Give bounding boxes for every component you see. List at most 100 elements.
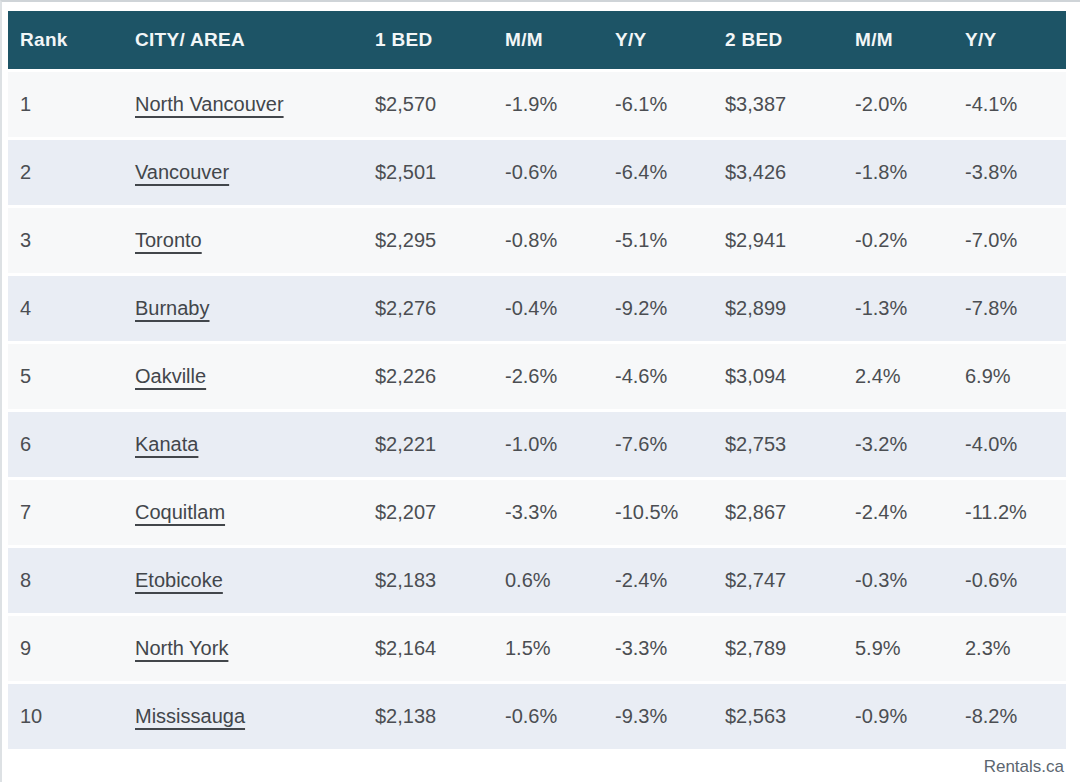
city-link[interactable]: Vancouver (135, 161, 229, 183)
table-row: 10Mississauga$2,138-0.6%-9.3%$2,563-0.9%… (8, 684, 1066, 749)
city-cell: Vancouver (123, 140, 363, 205)
mm-1bed-cell: 1.5% (493, 616, 603, 681)
mm-2bed-cell: -1.3% (843, 276, 953, 341)
column-header-mm-2bed: M/M (843, 11, 953, 69)
price-2bed-cell: $2,899 (713, 276, 843, 341)
column-header-2bed: 2 BED (713, 11, 843, 69)
yy-1bed-cell: -5.1% (603, 208, 713, 273)
mm-1bed-cell: -1.9% (493, 72, 603, 137)
rank-cell: 3 (8, 208, 123, 273)
table-header: Rank CITY/ AREA 1 BED M/M Y/Y 2 BED M/M … (8, 11, 1066, 69)
yy-2bed-cell: 2.3% (953, 616, 1066, 681)
rent-report-page: Rank CITY/ AREA 1 BED M/M Y/Y 2 BED M/M … (2, 2, 1080, 777)
yy-1bed-cell: -2.4% (603, 548, 713, 613)
price-2bed-cell: $2,563 (713, 684, 843, 749)
mm-1bed-cell: -0.6% (493, 140, 603, 205)
price-1bed-cell: $2,501 (363, 140, 493, 205)
column-header-yy-1bed: Y/Y (603, 11, 713, 69)
city-cell: Etobicoke (123, 548, 363, 613)
city-link[interactable]: Etobicoke (135, 569, 223, 591)
price-2bed-cell: $3,094 (713, 344, 843, 409)
rank-cell: 10 (8, 684, 123, 749)
mm-2bed-cell: -2.0% (843, 72, 953, 137)
city-link[interactable]: North York (135, 637, 228, 659)
rank-cell: 5 (8, 344, 123, 409)
mm-2bed-cell: -3.2% (843, 412, 953, 477)
price-2bed-cell: $2,753 (713, 412, 843, 477)
rank-cell: 8 (8, 548, 123, 613)
column-header-rank: Rank (8, 11, 123, 69)
mm-1bed-cell: -0.4% (493, 276, 603, 341)
table-row: 6Kanata$2,221-1.0%-7.6%$2,753-3.2%-4.0% (8, 412, 1066, 477)
column-header-yy-2bed: Y/Y (953, 11, 1066, 69)
mm-2bed-cell: -1.8% (843, 140, 953, 205)
mm-1bed-cell: -3.3% (493, 480, 603, 545)
yy-1bed-cell: -9.3% (603, 684, 713, 749)
yy-2bed-cell: -4.1% (953, 72, 1066, 137)
yy-1bed-cell: -6.4% (603, 140, 713, 205)
column-header-1bed: 1 BED (363, 11, 493, 69)
table-row: 1North Vancouver$2,570-1.9%-6.1%$3,387-2… (8, 72, 1066, 137)
city-cell: North Vancouver (123, 72, 363, 137)
yy-2bed-cell: 6.9% (953, 344, 1066, 409)
mm-2bed-cell: 2.4% (843, 344, 953, 409)
city-cell: Oakville (123, 344, 363, 409)
rent-rankings-table: Rank CITY/ AREA 1 BED M/M Y/Y 2 BED M/M … (8, 8, 1066, 752)
table-row: 8Etobicoke$2,1830.6%-2.4%$2,747-0.3%-0.6… (8, 548, 1066, 613)
yy-2bed-cell: -7.0% (953, 208, 1066, 273)
yy-2bed-cell: -4.0% (953, 412, 1066, 477)
mm-1bed-cell: -0.6% (493, 684, 603, 749)
city-cell: North York (123, 616, 363, 681)
price-1bed-cell: $2,276 (363, 276, 493, 341)
column-header-mm-1bed: M/M (493, 11, 603, 69)
mm-1bed-cell: -1.0% (493, 412, 603, 477)
table-row: 3 Toronto $2,295-0.8%-5.1%$2,941-0.2%-7.0% (8, 208, 1066, 273)
city-cell: Mississauga (123, 684, 363, 749)
price-1bed-cell: $2,226 (363, 344, 493, 409)
rank-cell: 2 (8, 140, 123, 205)
table-row: 9 North York $2,1641.5%-3.3%$2,7895.9%2.3% (8, 616, 1066, 681)
yy-2bed-cell: -0.6% (953, 548, 1066, 613)
price-1bed-cell: $2,295 (363, 208, 493, 273)
price-1bed-cell: $2,183 (363, 548, 493, 613)
price-2bed-cell: $3,426 (713, 140, 843, 205)
city-link[interactable]: Toronto (135, 229, 202, 251)
city-link[interactable]: Burnaby (135, 297, 210, 319)
mm-2bed-cell: 5.9% (843, 616, 953, 681)
city-link[interactable]: Mississauga (135, 705, 245, 727)
mm-2bed-cell: -0.3% (843, 548, 953, 613)
rank-cell: 9 (8, 616, 123, 681)
mm-1bed-cell: -2.6% (493, 344, 603, 409)
mm-1bed-cell: 0.6% (493, 548, 603, 613)
yy-1bed-cell: -6.1% (603, 72, 713, 137)
yy-2bed-cell: -3.8% (953, 140, 1066, 205)
yy-2bed-cell: -8.2% (953, 684, 1066, 749)
price-2bed-cell: $2,789 (713, 616, 843, 681)
city-link[interactable]: North Vancouver (135, 93, 284, 115)
yy-2bed-cell: -7.8% (953, 276, 1066, 341)
city-cell: Coquitlam (123, 480, 363, 545)
rank-cell: 1 (8, 72, 123, 137)
yy-1bed-cell: -3.3% (603, 616, 713, 681)
city-link[interactable]: Oakville (135, 365, 206, 387)
price-2bed-cell: $2,867 (713, 480, 843, 545)
yy-2bed-cell: -11.2% (953, 480, 1066, 545)
rank-cell: 4 (8, 276, 123, 341)
table-row: 7Coquitlam$2,207-3.3%-10.5%$2,867-2.4%-1… (8, 480, 1066, 545)
city-link[interactable]: Coquitlam (135, 501, 225, 523)
table-row: 2 Vancouver $2,501-0.6%-6.4%$3,426-1.8%-3.… (8, 140, 1066, 205)
mm-2bed-cell: -0.2% (843, 208, 953, 273)
yy-1bed-cell: -4.6% (603, 344, 713, 409)
price-2bed-cell: $2,941 (713, 208, 843, 273)
header-row: Rank CITY/ AREA 1 BED M/M Y/Y 2 BED M/M … (8, 11, 1066, 69)
mm-1bed-cell: -0.8% (493, 208, 603, 273)
city-cell: Burnaby (123, 276, 363, 341)
city-link[interactable]: Kanata (135, 433, 198, 455)
table-row: 4Burnaby$2,276-0.4%-9.2%$2,899-1.3%-7.8% (8, 276, 1066, 341)
yy-1bed-cell: -7.6% (603, 412, 713, 477)
rank-cell: 7 (8, 480, 123, 545)
price-1bed-cell: $2,164 (363, 616, 493, 681)
yy-1bed-cell: -10.5% (603, 480, 713, 545)
price-1bed-cell: $2,221 (363, 412, 493, 477)
price-2bed-cell: $3,387 (713, 72, 843, 137)
